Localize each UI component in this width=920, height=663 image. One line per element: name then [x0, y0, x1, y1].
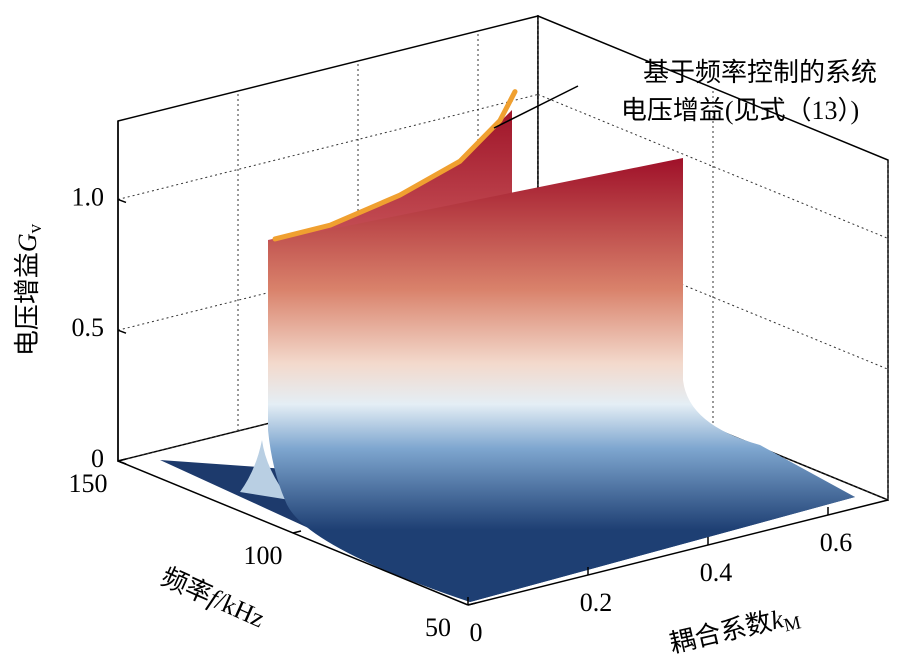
x-axis: [467, 499, 889, 606]
ylabel-axis-label: 频率f/kHz: [157, 562, 269, 633]
xlabel-label-part: M: [782, 613, 803, 637]
grid-line: [537, 224, 889, 370]
spike: [240, 440, 290, 500]
y-tick-label: 100: [244, 541, 283, 570]
annotation: 基于频率控制的系统: [643, 58, 877, 87]
surface: [160, 110, 855, 602]
z-tick: [117, 329, 127, 334]
y-axis: [117, 460, 469, 606]
y-tick: [117, 458, 127, 462]
xlabel-axis-label: 耦合系数kM: [667, 600, 804, 662]
x-tick-label: 0.4: [700, 558, 733, 587]
front-sheet: [268, 158, 855, 602]
z-tick-label: 0.5: [72, 313, 105, 342]
zlabel-label-part: v: [25, 223, 46, 233]
y-tick-label: 50: [425, 613, 451, 642]
x-tick-label: 0.2: [580, 588, 613, 617]
grid-line: [537, 93, 889, 239]
y-tick: [292, 530, 302, 534]
xlabel-label-part: 耦合系数: [667, 607, 775, 659]
x-tick-label: 0: [470, 618, 483, 647]
grid-line: [117, 93, 539, 200]
z-tick-label: 1.0: [72, 182, 105, 211]
annotation: 电压增益(见式（13）): [621, 96, 859, 125]
grid-line: [537, 355, 889, 501]
leader-line: [493, 85, 579, 129]
ylabel-label-part: /kHz: [211, 586, 269, 633]
y-tick-label: 150: [69, 469, 108, 498]
z-tick: [117, 198, 127, 204]
zlabel-axis-label: 电压增益Gv: [13, 223, 46, 356]
zlabel-label-part: 电压增益: [13, 252, 42, 356]
plot: 0 0.5 1.0 0 0.2 0.4 0.6 50 100 150: [69, 89, 889, 647]
z-tick-label: 0: [91, 444, 104, 473]
x-tick-label: 0.6: [820, 528, 853, 557]
gain-curve: [272, 89, 518, 242]
zlabel-label-part: G: [13, 233, 42, 252]
